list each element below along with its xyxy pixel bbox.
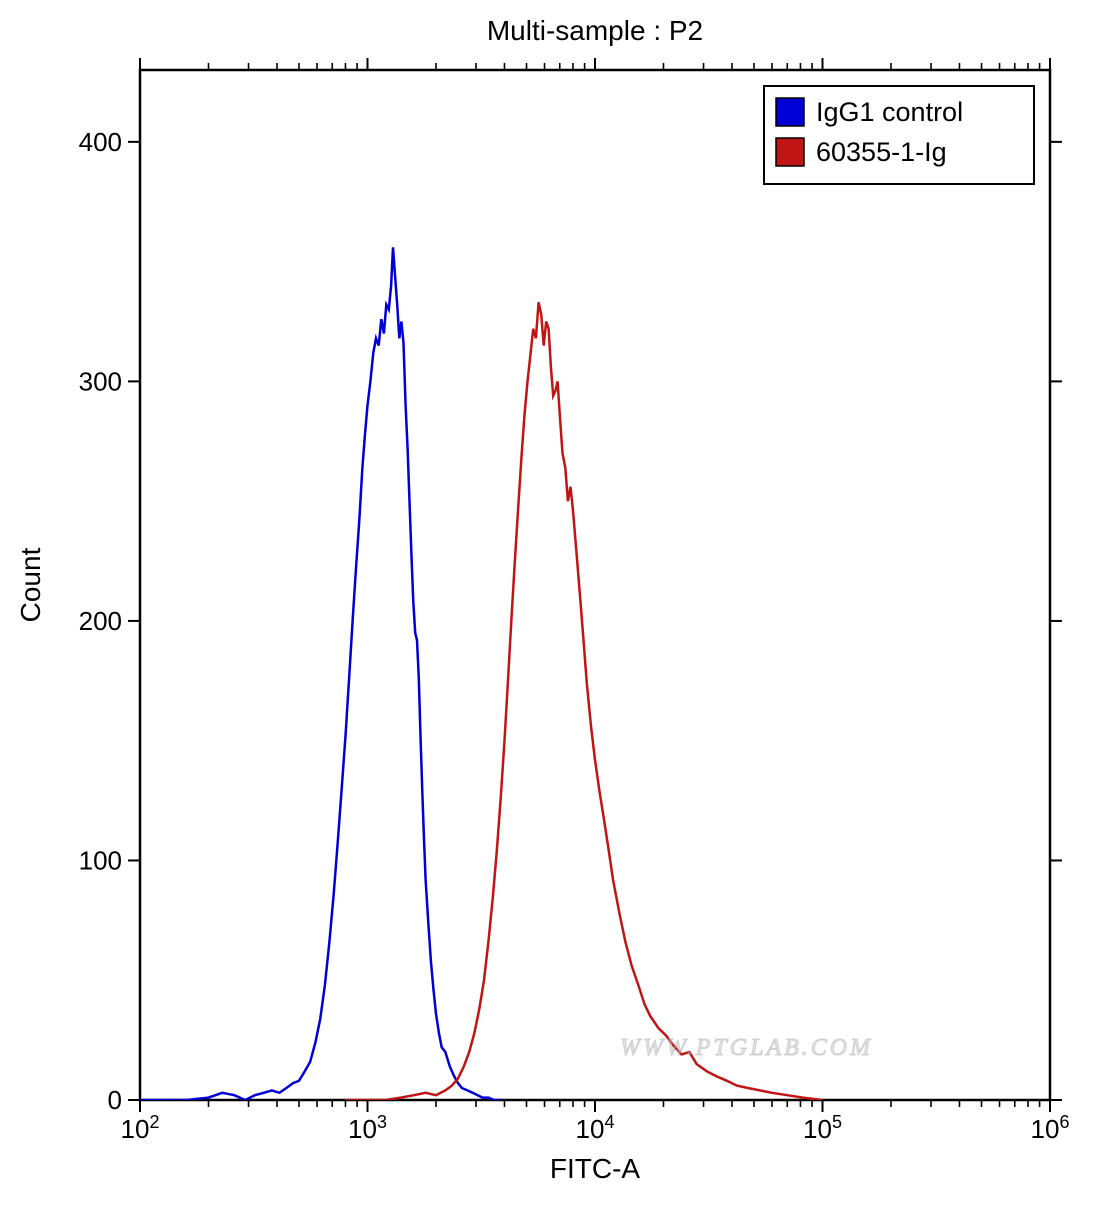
- chart-title: Multi-sample : P2: [487, 15, 703, 46]
- y-axis-label: Count: [15, 547, 46, 622]
- y-tick-label: 100: [79, 845, 122, 875]
- plot-border: [140, 70, 1050, 1100]
- y-tick-label: 0: [108, 1085, 122, 1115]
- legend-swatch: [776, 98, 804, 126]
- y-tick-label: 300: [79, 366, 122, 396]
- x-axis-label: FITC-A: [550, 1153, 641, 1184]
- y-tick-label: 200: [79, 606, 122, 636]
- legend-label: 60355-1-Ig: [816, 137, 947, 167]
- y-tick-label: 400: [79, 127, 122, 157]
- flow-cytometry-histogram: Multi-sample : P20100200300400Count10210…: [0, 0, 1093, 1221]
- chart-container: Multi-sample : P20100200300400Count10210…: [0, 0, 1093, 1221]
- legend-label: IgG1 control: [816, 97, 963, 127]
- watermark-text: WWW.PTGLAB.COM: [620, 1035, 873, 1062]
- legend-swatch: [776, 138, 804, 166]
